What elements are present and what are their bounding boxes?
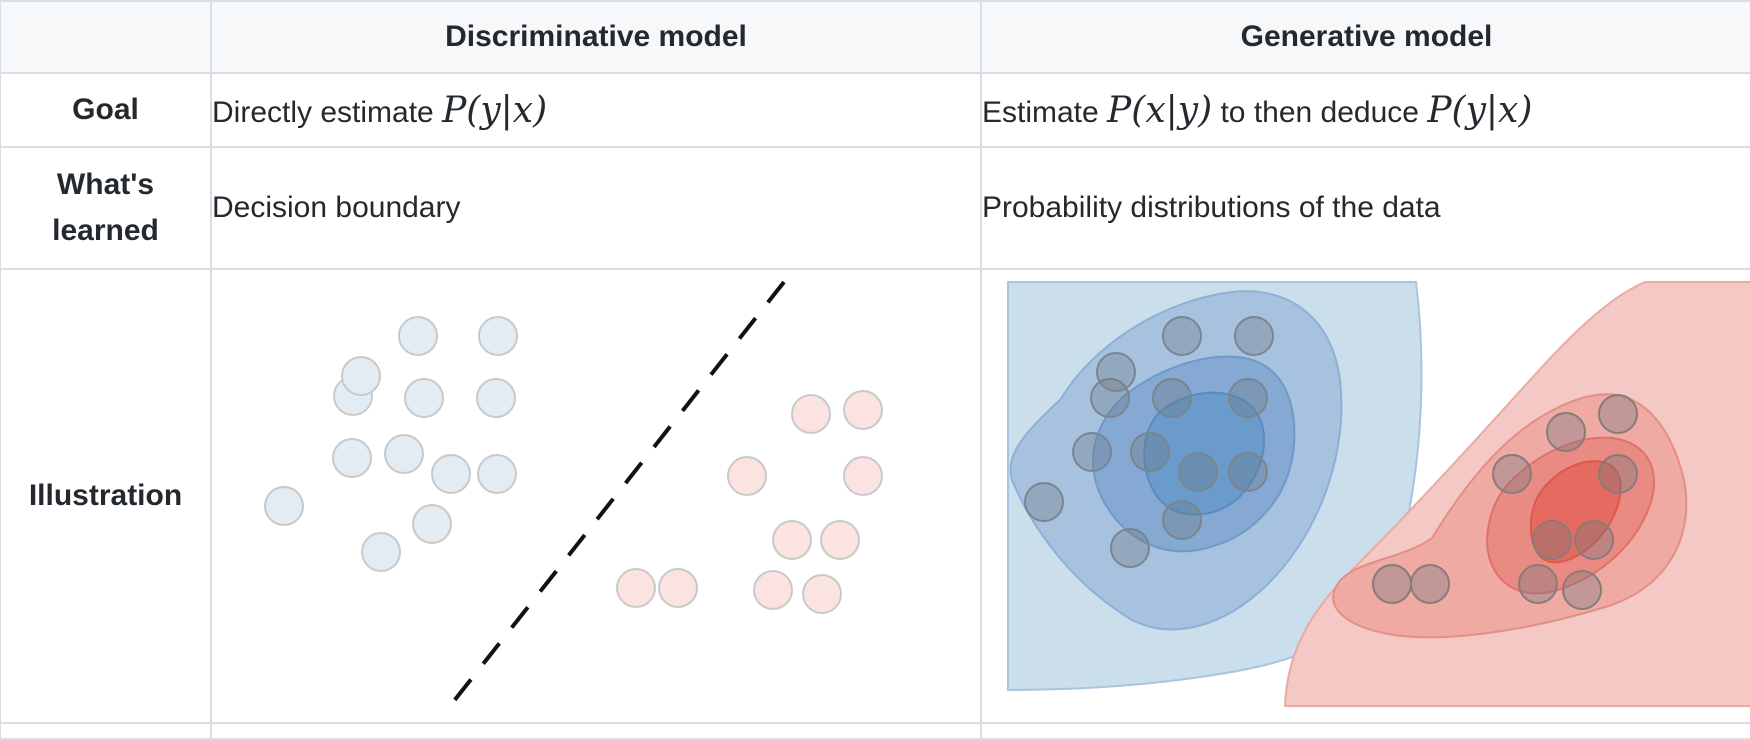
corner-cell	[0, 0, 212, 74]
goal-generative-formula-1: P(x|y)	[1107, 89, 1213, 131]
continuation-cell-3	[980, 722, 1750, 740]
red-sample-point-1	[1546, 412, 1586, 452]
red-data-point-5	[772, 520, 812, 560]
discriminative-data-points	[264, 316, 883, 614]
blue-data-point-5	[404, 378, 444, 418]
blue-sample-point-4	[1096, 352, 1136, 392]
row-label-illustration: Illustration	[0, 268, 212, 724]
red-sample-point-4	[1598, 454, 1638, 494]
header-row: Discriminative model Generative model	[0, 0, 1750, 74]
blue-sample-point-5	[1152, 378, 1192, 418]
blue-sample-point-8	[1130, 432, 1170, 472]
row-continuation	[0, 722, 1750, 740]
column-header-generative: Generative model	[980, 0, 1750, 74]
illustration-generative-cell	[980, 268, 1750, 724]
blue-data-point-11	[264, 486, 304, 526]
goal-generative-cell: Estimate P(x|y) to then deduce P(y|x)	[980, 72, 1750, 148]
red-sample-point-6	[1574, 520, 1614, 560]
blue-data-point-7	[332, 438, 372, 478]
blue-data-point-4	[341, 356, 381, 396]
blue-data-point-10	[477, 454, 517, 494]
blue-sample-point-10	[1228, 452, 1268, 492]
red-sample-point-3	[1492, 454, 1532, 494]
learned-discriminative-cell: Decision boundary	[210, 146, 982, 270]
blue-data-point-2	[478, 316, 518, 356]
red-sample-point-2	[1598, 394, 1638, 434]
discriminative-illustration	[264, 280, 883, 708]
row-label-whats-learned: What's learned	[0, 146, 212, 270]
red-sample-point-5	[1532, 520, 1572, 560]
row-illustration: Illustration	[0, 268, 1750, 724]
blue-data-point-6	[476, 378, 516, 418]
illustration-discriminative-cell	[210, 268, 982, 724]
row-goal: Goal Directly estimate P(y|x) Estimate P…	[0, 72, 1750, 148]
blue-sample-point-6	[1228, 378, 1268, 418]
blue-data-point-13	[361, 532, 401, 572]
goal-discriminative-text: Directly estimate	[212, 95, 443, 129]
red-data-point-4	[843, 456, 883, 496]
blue-data-point-12	[412, 504, 452, 544]
row-whats-learned: What's learned Decision boundary Probabi…	[0, 146, 1750, 270]
blue-sample-point-12	[1162, 500, 1202, 540]
goal-discriminative-formula: P(y|x)	[442, 89, 548, 131]
goal-discriminative-cell: Directly estimate P(y|x)	[210, 72, 982, 148]
red-data-point-6	[820, 520, 860, 560]
red-data-point-8	[658, 568, 698, 608]
row-label-goal: Goal	[0, 72, 212, 148]
blue-data-point-8	[384, 434, 424, 474]
red-sample-point-10	[1562, 570, 1602, 610]
red-sample-point-9	[1518, 564, 1558, 604]
red-data-point-10	[802, 574, 842, 614]
goal-generative-text-1: Estimate	[982, 95, 1108, 129]
red-sample-point-8	[1410, 564, 1450, 604]
blue-sample-point-13	[1110, 528, 1150, 568]
generative-illustration	[1007, 281, 1750, 707]
continuation-cell-1	[0, 722, 212, 740]
blue-data-point-1	[398, 316, 438, 356]
blue-sample-point-11	[1024, 482, 1064, 522]
column-header-discriminative: Discriminative model	[210, 0, 982, 74]
red-data-point-7	[616, 568, 656, 608]
goal-generative-text-2: to then deduce	[1212, 95, 1428, 129]
blue-data-point-9	[431, 454, 471, 494]
blue-sample-point-1	[1162, 316, 1202, 356]
red-data-point-2	[843, 390, 883, 430]
blue-sample-point-2	[1234, 316, 1274, 356]
red-data-point-3	[727, 456, 767, 496]
blue-sample-point-9	[1178, 452, 1218, 492]
blue-sample-point-7	[1072, 432, 1112, 472]
red-sample-point-7	[1372, 564, 1412, 604]
blue-sample-point-3	[1090, 378, 1130, 418]
learned-generative-cell: Probability distributions of the data	[980, 146, 1750, 270]
goal-generative-formula-2: P(y|x)	[1427, 89, 1533, 131]
red-data-point-9	[753, 570, 793, 610]
continuation-cell-2	[210, 722, 982, 740]
red-data-point-1	[791, 394, 831, 434]
generative-data-points	[1024, 316, 1638, 610]
